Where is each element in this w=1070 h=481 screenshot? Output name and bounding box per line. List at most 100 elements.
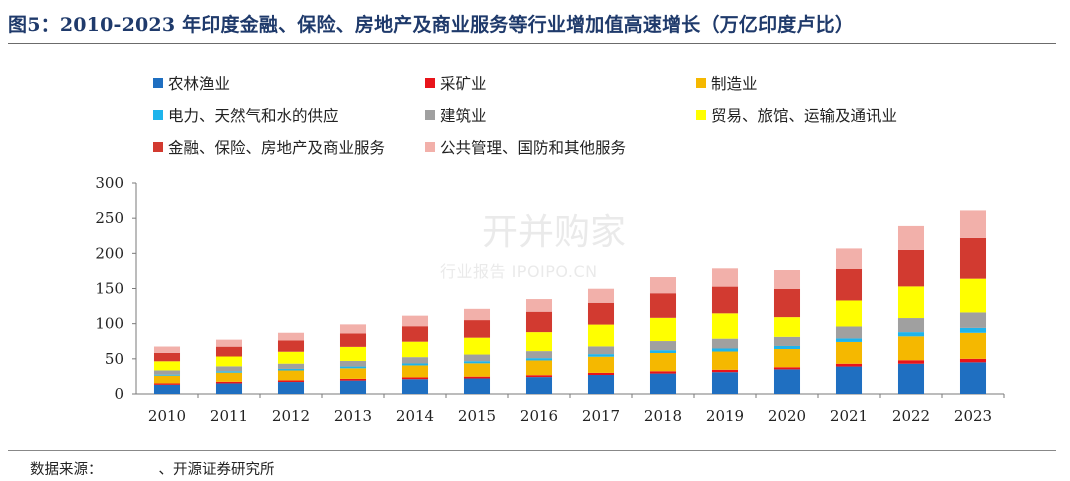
watermark: 开并购家 行业报告 IPOIPO.CN	[440, 203, 650, 283]
legend-label: 农林渔业	[168, 75, 231, 93]
bar-segment	[339, 360, 367, 367]
bar-segment	[959, 358, 987, 363]
bar-segment	[835, 300, 863, 327]
bar-segment	[215, 339, 243, 347]
bar-segment	[153, 375, 181, 384]
bar-segment	[649, 352, 677, 372]
bar-segment	[835, 338, 863, 342]
bar-segment	[277, 368, 305, 371]
chart-legend: 农林渔业 采矿业 制造业电力、天然气和水的供应 建筑业 贸易、旅馆、运输及通讯业金融、保…	[153, 72, 953, 162]
y-tick-label: 300	[95, 174, 124, 192]
bar-segment	[525, 360, 553, 376]
bar-segment	[773, 288, 801, 318]
legend-label: 金融、保险、房地产及商业服务	[168, 139, 386, 157]
legend-swatch	[696, 78, 706, 88]
legend-label: 制造业	[711, 75, 758, 93]
bar-segment	[463, 378, 491, 394]
bar-segment	[339, 324, 367, 334]
bar-segment	[959, 237, 987, 279]
bar-segment	[773, 270, 801, 289]
bar-segment	[897, 249, 925, 287]
bar-segment	[959, 312, 987, 328]
bar-segment	[897, 336, 925, 361]
bar-segment	[525, 332, 553, 352]
bar-segment	[711, 268, 739, 287]
bar-segment	[153, 346, 181, 353]
bar-segment	[711, 338, 739, 349]
bar-segment	[401, 365, 429, 378]
legend-label: 公共管理、国防和其他服务	[440, 139, 627, 157]
bar-segment	[711, 372, 739, 394]
bar-segment	[649, 317, 677, 342]
bar-segment	[401, 315, 429, 327]
legend-item: 贸易、旅馆、运输及通讯业	[696, 104, 897, 126]
bar-segment	[463, 376, 491, 379]
x-tick-label: 2010	[148, 407, 186, 425]
legend-item: 采矿业	[425, 72, 487, 94]
bar-segment	[153, 352, 181, 362]
bar-segment	[153, 374, 181, 376]
bar-segment	[339, 380, 367, 394]
bar-segment	[649, 277, 677, 294]
bar-segment	[897, 225, 925, 250]
legend-label: 贸易、旅馆、运输及通讯业	[711, 107, 898, 125]
bar-segment	[773, 317, 801, 337]
bar-segment	[835, 326, 863, 339]
bar-segment	[959, 210, 987, 238]
bar-segment	[773, 336, 801, 346]
legend-item: 电力、天然气和水的供应	[153, 104, 339, 126]
x-tick-label: 2017	[582, 407, 620, 425]
legend-item: 农林渔业	[153, 72, 230, 94]
legend-item: 建筑业	[425, 104, 487, 126]
bar-segment	[897, 332, 925, 337]
bar-segment	[711, 286, 739, 314]
bar-segment	[711, 351, 739, 370]
bar-segment	[959, 362, 987, 394]
bar-segment	[711, 313, 739, 339]
bar-segment	[897, 286, 925, 319]
bar-segment	[401, 379, 429, 394]
bar-segment	[587, 302, 615, 325]
bar-segment	[215, 371, 243, 373]
x-tick-label: 2019	[706, 407, 744, 425]
legend-label: 电力、天然气和水的供应	[168, 107, 339, 125]
bar-segment	[649, 293, 677, 318]
source-label: 数据来源：	[30, 462, 103, 478]
x-tick-label: 2014	[396, 407, 434, 425]
x-tick-label: 2023	[954, 407, 992, 425]
x-tick-label: 2018	[644, 407, 682, 425]
bar-segment	[649, 371, 677, 374]
bar-segment	[525, 375, 553, 378]
bar-segment	[401, 341, 429, 358]
legend-swatch	[425, 142, 435, 152]
bar-segment	[835, 341, 863, 364]
x-tick-label: 2015	[458, 407, 496, 425]
bar-segment	[463, 308, 491, 321]
bar-segment	[463, 361, 491, 364]
bar-segment	[897, 363, 925, 394]
bar-segment	[277, 340, 305, 352]
bar-segment	[463, 363, 491, 377]
bar-segment	[587, 324, 615, 347]
legend-swatch	[696, 110, 706, 120]
bar-segment	[649, 373, 677, 394]
bar-segment	[153, 384, 181, 394]
y-tick-label: 200	[95, 244, 124, 262]
bar-segment	[215, 383, 243, 394]
bar-segment	[587, 356, 615, 373]
bar-segment	[401, 326, 429, 342]
bar-segment	[153, 361, 181, 371]
bar-segment	[773, 348, 801, 368]
title-divider	[8, 43, 1056, 44]
footer-divider	[8, 450, 1056, 451]
bar-segment	[339, 366, 367, 369]
legend-item: 金融、保险、房地产及商业服务	[153, 136, 385, 158]
source-note: 数据来源： 、开源证券研究所	[30, 458, 275, 479]
y-tick-label: 50	[105, 350, 124, 368]
bar-segment	[773, 345, 801, 349]
chart-title: 图5：2010-2023 年印度金融、保险、房地产及商业服务等行业增加值高速增长…	[8, 14, 855, 36]
x-tick-label: 2021	[830, 407, 868, 425]
bar-segment	[959, 327, 987, 333]
x-tick-label: 2011	[210, 407, 248, 425]
watermark-sub: 行业报告 IPOIPO.CN	[440, 262, 598, 281]
